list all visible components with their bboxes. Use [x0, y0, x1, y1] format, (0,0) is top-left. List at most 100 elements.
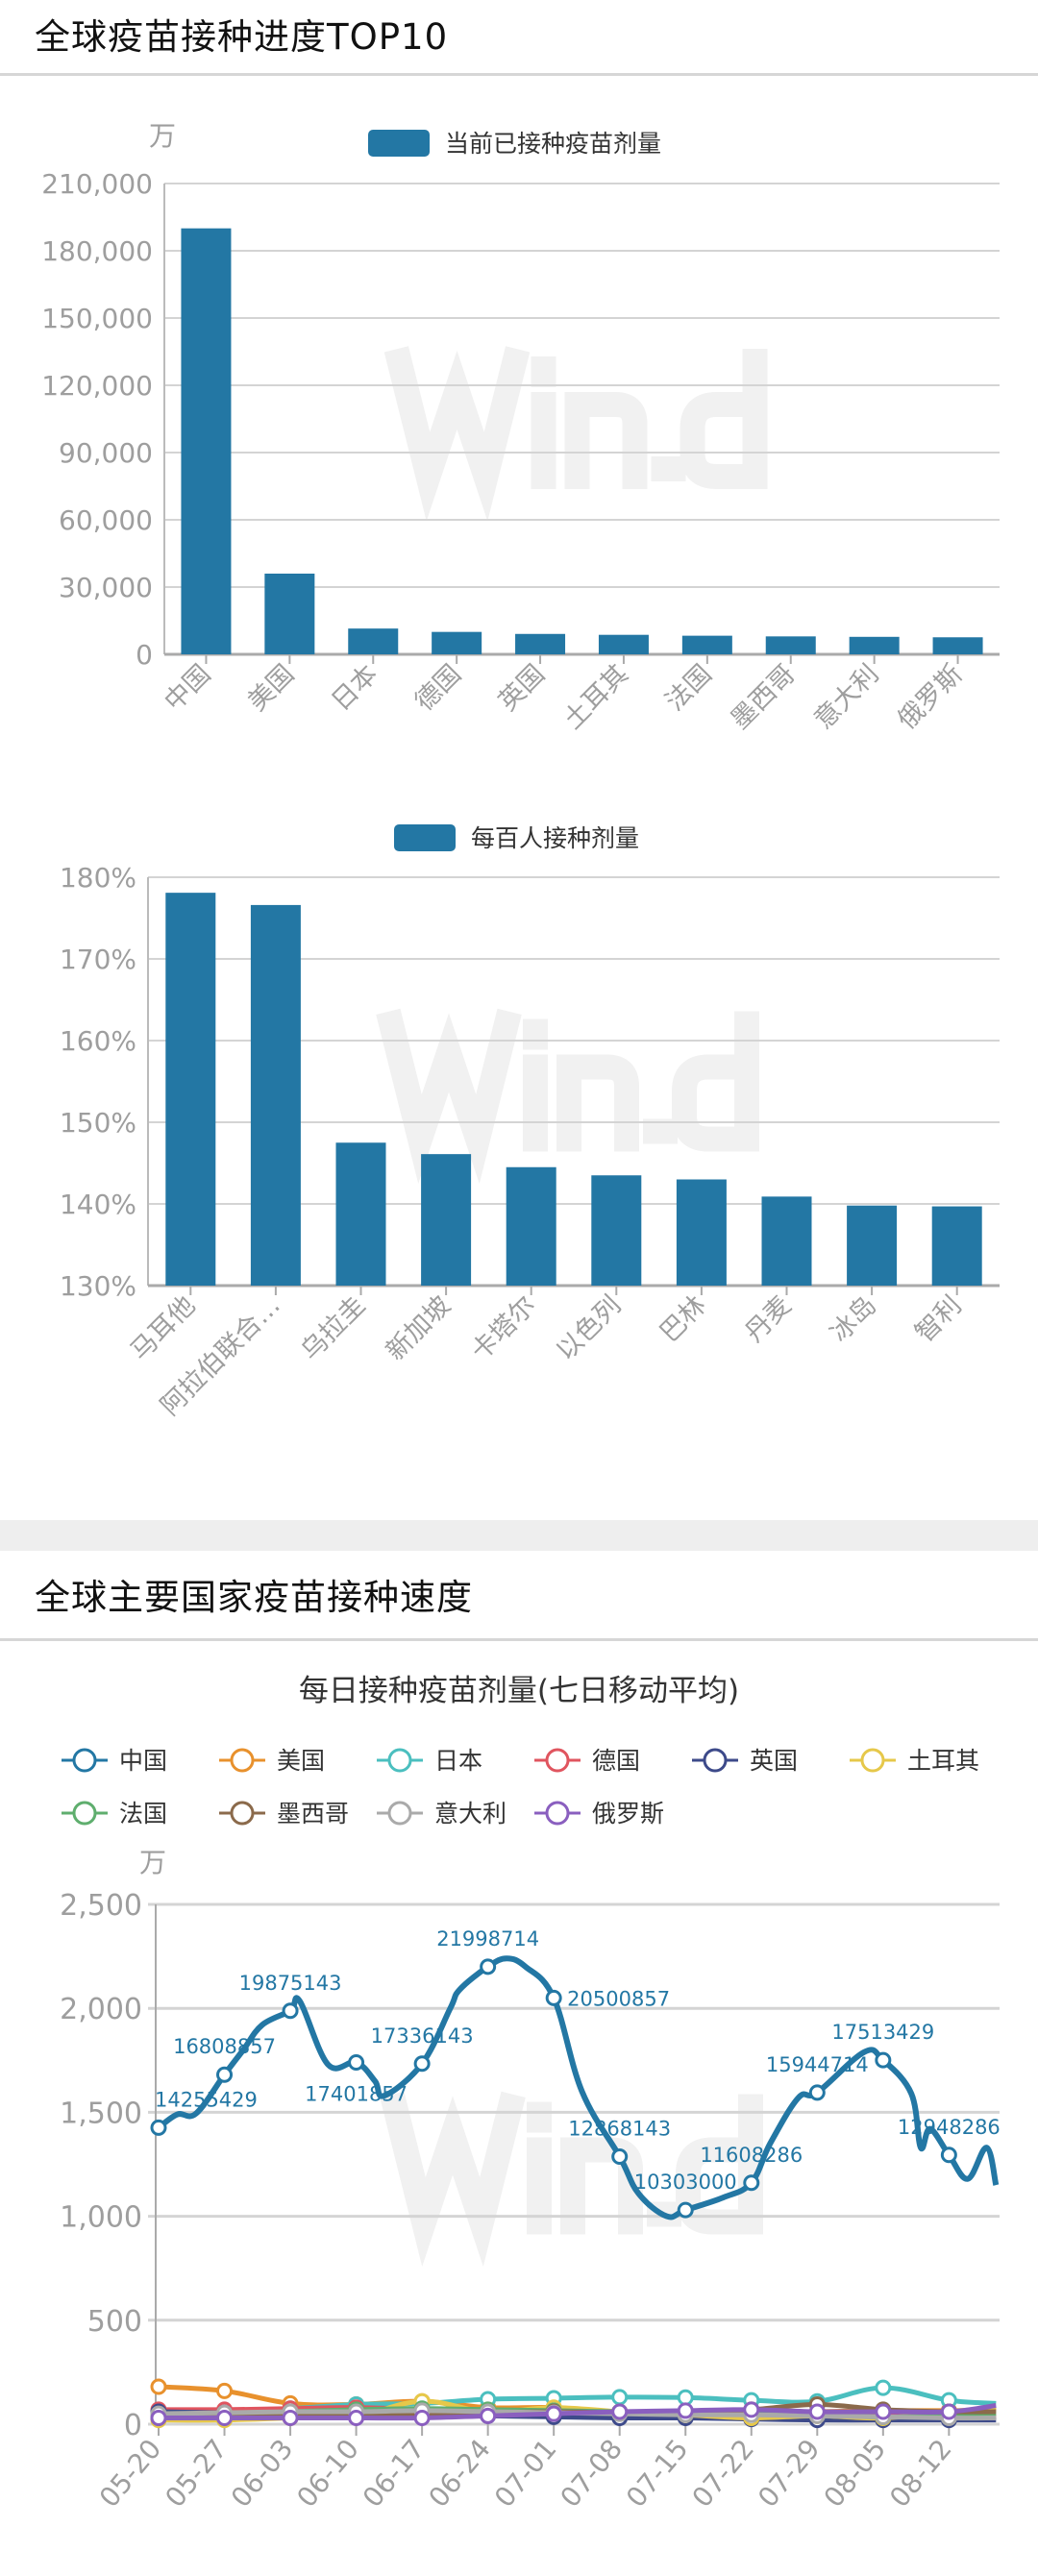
x-tick-label: 06-17 — [357, 2433, 432, 2514]
data-label: 19875143 — [239, 1972, 342, 1995]
bar — [761, 1196, 812, 1286]
legend-label: 中国 — [119, 1747, 167, 1775]
legend-swatch — [394, 824, 456, 851]
y-tick-label: 90,000 — [59, 437, 153, 469]
data-point — [808, 2084, 826, 2101]
x-tick-label: 卡塔尔 — [465, 1290, 541, 1366]
section-title-speed: 全球主要国家疫苗接种速度 — [35, 1577, 473, 1618]
data-point — [611, 2389, 629, 2406]
y-tick-label: 500 — [87, 2305, 142, 2339]
x-tick-label: 法国 — [660, 659, 718, 717]
x-tick-label: 冰岛 — [825, 1290, 882, 1348]
legend-marker — [860, 1748, 885, 1773]
legend-label: 墨西哥 — [277, 1800, 349, 1828]
legend-marker — [545, 1748, 570, 1773]
y-tick-label: 130% — [60, 1270, 136, 1302]
legend-label: 英国 — [750, 1747, 798, 1775]
data-point — [677, 2201, 694, 2219]
watermark-stroke — [383, 346, 531, 522]
data-point — [611, 2403, 629, 2420]
legend-label: 德国 — [592, 1747, 640, 1775]
data-label: 15944714 — [766, 2053, 869, 2076]
x-tick-label: 意大利 — [808, 659, 884, 735]
x-tick-label: 07-22 — [686, 2433, 761, 2514]
y-tick-label: 1,500 — [60, 2097, 142, 2130]
x-tick-label: 05-27 — [159, 2433, 234, 2514]
legend-label: 每百人接种剂量 — [471, 824, 639, 852]
data-point — [940, 2147, 957, 2164]
y-tick-label: 170% — [60, 944, 136, 975]
x-tick-label: 中国 — [159, 659, 216, 717]
y-tick-label: 60,000 — [59, 504, 153, 536]
data-point — [875, 2379, 892, 2396]
x-tick-label: 08-05 — [818, 2433, 893, 2514]
per-hundred-bar-chart: 130%140%150%160%170%180%每百人接种剂量马耳他阿拉伯联合…… — [60, 824, 1000, 1422]
data-point — [480, 1958, 497, 1975]
bar — [506, 1166, 556, 1286]
legend-marker — [545, 1801, 570, 1826]
y-tick-label: 120,000 — [41, 370, 153, 402]
total-doses-bar-chart: 0 30,000 60,000 90,000 120,000 150,000 180,000… — [41, 120, 1000, 735]
section-divider — [0, 73, 1038, 76]
section-separator — [0, 1520, 1038, 1551]
data-label: 11608286 — [700, 2144, 803, 2167]
y-tick-label: 180% — [60, 862, 136, 894]
data-point — [150, 2410, 167, 2427]
x-tick-label: 土耳其 — [558, 659, 634, 735]
bar — [432, 631, 482, 654]
legend-marker — [230, 1748, 255, 1773]
x-tick-label: 07-15 — [620, 2433, 695, 2514]
x-tick-label: 06-24 — [422, 2433, 497, 2514]
x-tick-label: 07-08 — [554, 2433, 629, 2514]
x-tick-label: 05-20 — [93, 2433, 168, 2514]
legend-marker — [72, 1748, 97, 1773]
watermark-stroke — [556, 1054, 639, 1152]
bar — [348, 628, 399, 654]
data-label: 17513429 — [831, 2021, 934, 2044]
data-point — [677, 2402, 694, 2419]
x-tick-label: 智利 — [910, 1290, 968, 1348]
data-point — [282, 2002, 299, 2020]
watermark-stroke — [564, 392, 648, 489]
watermark-stroke — [680, 349, 768, 489]
x-tick-label: 07-29 — [752, 2433, 827, 2514]
watermark-stroke — [380, 2091, 526, 2267]
x-tick-label: 德国 — [409, 659, 467, 717]
data-point — [150, 2119, 167, 2136]
data-label: 12868143 — [568, 2117, 671, 2140]
y-tick-label: 30,000 — [59, 572, 153, 603]
unit-label: 万 — [149, 120, 176, 152]
bar — [932, 637, 983, 654]
data-label: 20500857 — [567, 1987, 670, 2010]
x-tick-label: 07-01 — [488, 2433, 563, 2514]
data-label: 16808857 — [173, 2035, 276, 2058]
data-point — [875, 2051, 892, 2069]
data-label: 21998714 — [436, 1927, 539, 1950]
y-tick-label: 150% — [60, 1107, 136, 1139]
data-point — [545, 1989, 562, 2006]
x-tick-label: 日本 — [326, 659, 383, 717]
section-title-top10: 全球疫苗接种进度TOP10 — [35, 16, 449, 58]
data-point — [677, 2389, 694, 2406]
data-point — [150, 2378, 167, 2395]
bar — [515, 633, 566, 654]
y-tick-label: 0 — [124, 2409, 142, 2442]
data-label: 17401857 — [305, 2082, 408, 2105]
legend-marker — [387, 1748, 412, 1773]
bar — [591, 1175, 642, 1286]
bar — [250, 904, 301, 1286]
bar — [264, 574, 315, 654]
data-point — [282, 2410, 299, 2427]
chart-title: 每日接种疫苗剂量(七日移动平均) — [299, 1674, 739, 1708]
y-tick-label: 1,000 — [60, 2201, 142, 2235]
data-label: 14255429 — [155, 2088, 258, 2111]
data-point — [216, 2382, 234, 2399]
data-point — [348, 2053, 365, 2071]
watermark-logo — [380, 2091, 763, 2267]
legend-label: 土耳其 — [907, 1747, 979, 1775]
data-point — [216, 2410, 234, 2427]
y-tick-label: 140% — [60, 1189, 136, 1220]
legend-label: 法国 — [119, 1800, 167, 1828]
bar — [847, 1205, 898, 1286]
watermark-logo — [383, 346, 768, 522]
